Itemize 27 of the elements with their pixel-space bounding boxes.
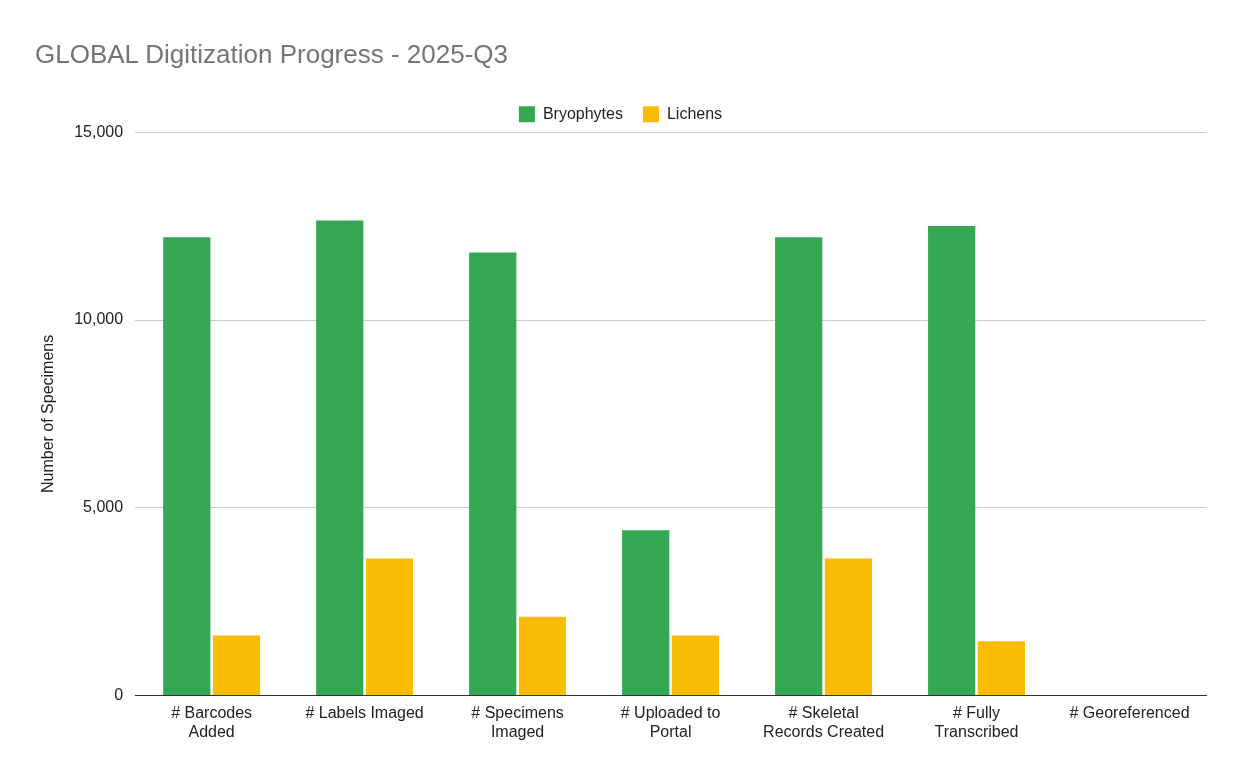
bar [824, 558, 873, 696]
x-tick-label: # Barcodes Added [171, 703, 253, 740]
x-tick-label: # Uploaded to Portal [620, 703, 721, 740]
legend-label: Bryophytes [542, 104, 623, 122]
bar [622, 530, 670, 696]
bar [977, 641, 1026, 696]
legend-label: Lichens [666, 104, 723, 122]
y-tick-label: 10,000 [74, 310, 124, 328]
y-axis-title: Number of Specimens [39, 334, 57, 494]
x-tick-label: # Georeferenced [1069, 703, 1190, 721]
bar [671, 635, 720, 696]
x-tick-label: # Labels Imaged [305, 703, 424, 721]
bar [365, 558, 414, 696]
x-tick-label: # Fully Transcribed [934, 703, 1019, 740]
bar [212, 635, 261, 696]
bar [163, 237, 211, 696]
x-tick-label: # Skeletal Records Created [763, 703, 885, 740]
bar [928, 226, 976, 696]
bar [469, 252, 517, 696]
bar [775, 237, 823, 696]
y-tick-label: 5,000 [83, 498, 124, 516]
chart-title: GLOBAL Digitization Progress - 2025-Q3 [35, 38, 509, 69]
x-tick-label: # Specimens Imaged [471, 703, 564, 740]
y-tick-label: 15,000 [74, 122, 124, 140]
bar [316, 220, 364, 696]
y-tick-label: 0 [114, 686, 124, 704]
bar [518, 616, 567, 696]
